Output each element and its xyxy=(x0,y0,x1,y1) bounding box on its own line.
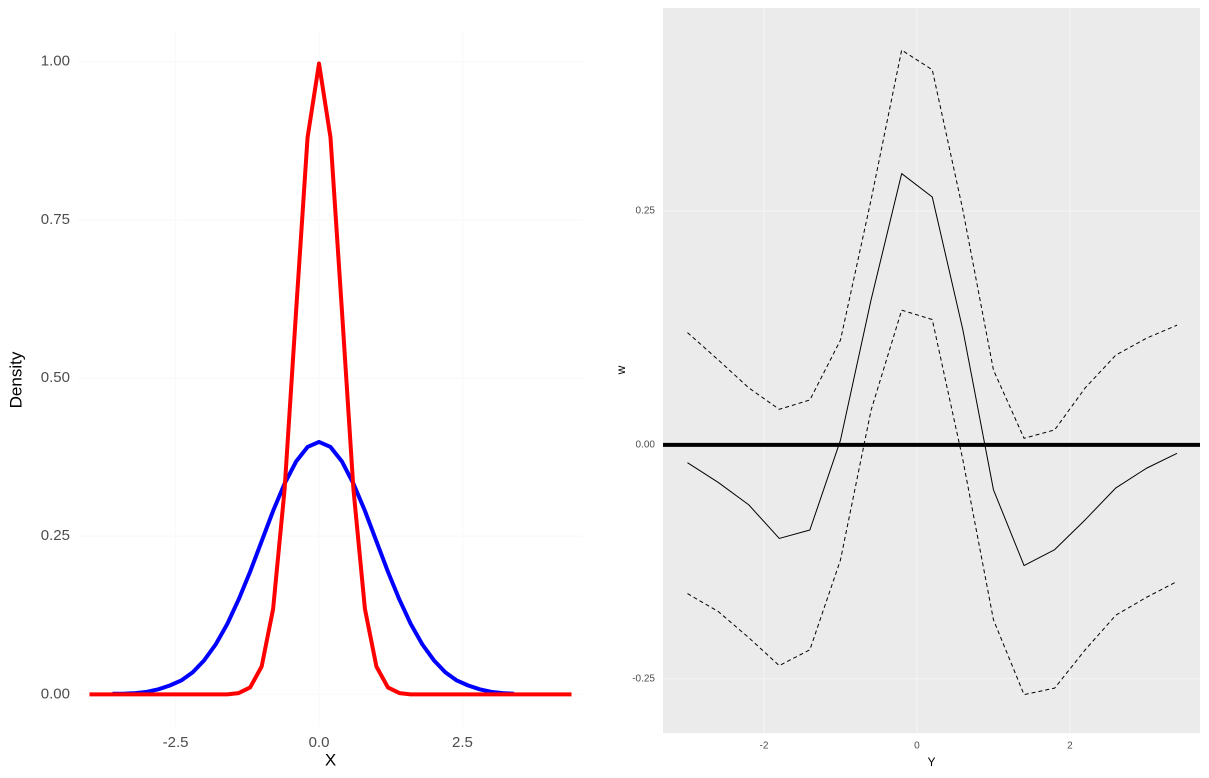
x-tick-label: -2 xyxy=(760,741,769,752)
panel-background xyxy=(663,8,1200,733)
x-axis-title: Y xyxy=(927,755,935,769)
y-axis-title: Density xyxy=(6,351,25,408)
series-line xyxy=(89,61,572,697)
x-tick-label: -2.5 xyxy=(163,734,189,751)
y-tick-label: 0.75 xyxy=(41,211,70,228)
series-line xyxy=(687,309,1178,696)
y-tick-label: 0.00 xyxy=(636,440,656,451)
x-tick-label: 2.5 xyxy=(452,734,473,751)
y-tick-label: 0.25 xyxy=(41,527,70,544)
series-line xyxy=(112,439,515,696)
y-tick-label: 0.50 xyxy=(41,369,70,386)
series-line xyxy=(687,173,1178,567)
x-axis-title: X xyxy=(325,750,336,769)
series-line xyxy=(687,49,1178,439)
x-tick-label: 2 xyxy=(1067,741,1073,752)
y-tick-label: 0.25 xyxy=(636,206,656,217)
y-tick-label: -0.25 xyxy=(632,673,655,684)
y-axis-title: w xyxy=(614,365,628,375)
y-tick-label: 1.00 xyxy=(41,53,70,70)
y-tick-label: 0.00 xyxy=(41,685,70,702)
x-tick-label: 0.0 xyxy=(309,734,330,751)
x-tick-label: 0 xyxy=(914,741,920,752)
